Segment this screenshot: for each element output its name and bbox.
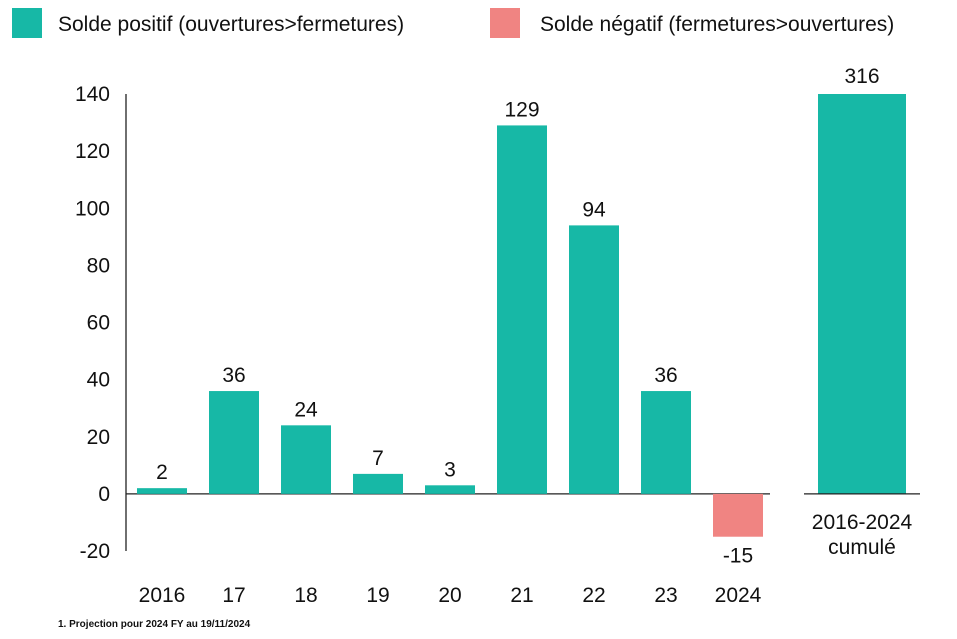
bars: 2 2016 36 17 24 18 7 19 3 20 129 21 94 22 36 23 -15 2024 [137, 98, 763, 607]
legend-label-1: Solde négatif (fermetures>ouvertures) [540, 13, 894, 36]
y-tick-label: 20 [87, 426, 110, 449]
bar-20 [425, 485, 475, 494]
y-tick-label: -20 [80, 540, 110, 563]
data-label: 24 [294, 398, 318, 421]
data-label: 7 [372, 447, 384, 470]
x-category-label: 2016 [139, 584, 186, 607]
legend-swatch-1 [490, 8, 520, 38]
y-tick-label: 0 [98, 483, 110, 506]
x-category-label: 21 [510, 584, 533, 607]
bar-22 [569, 225, 619, 494]
bar-17 [209, 391, 259, 494]
bar-2024 [713, 493, 763, 537]
y-tick-label: 140 [75, 83, 110, 106]
y-tick-label: 40 [87, 369, 110, 392]
cumulative-category-label: 2016-2024 [812, 511, 913, 534]
data-label: 2 [156, 461, 168, 484]
legend-swatch-0 [12, 8, 42, 38]
legend-label-0: Solde positif (ouvertures>fermetures) [58, 13, 404, 36]
x-category-label: 18 [294, 584, 317, 607]
cumulative-data-label: 316 [844, 65, 879, 88]
bar-2016 [137, 488, 187, 494]
x-category-label: 22 [582, 584, 605, 607]
data-label: -15 [723, 545, 753, 568]
footnote: 1. Projection pour 2024 FY au 19/11/2024 [58, 619, 251, 630]
x-category-label: 17 [222, 584, 245, 607]
x-category-label: 20 [438, 584, 461, 607]
y-tick-label: 80 [87, 254, 110, 277]
bar-23 [641, 391, 691, 494]
y-tick-label: 100 [75, 197, 110, 220]
legend: Solde positif (ouvertures>fermetures) Sol… [12, 8, 894, 38]
data-label: 36 [222, 364, 245, 387]
cumulative-category-label: cumulé [828, 536, 896, 559]
x-category-label: 23 [654, 584, 677, 607]
data-label: 3 [444, 458, 456, 481]
bar-18 [281, 425, 331, 494]
data-label: 36 [654, 364, 677, 387]
bar-19 [353, 473, 403, 494]
bar-21 [497, 125, 547, 494]
x-category-label: 19 [366, 584, 389, 607]
bar-cumulative [818, 94, 906, 494]
y-tick-label: 120 [75, 140, 110, 163]
y-tick-label: 60 [87, 312, 110, 335]
x-category-label: 2024 [715, 584, 762, 607]
data-label: 94 [582, 198, 606, 221]
data-label: 129 [504, 98, 539, 121]
